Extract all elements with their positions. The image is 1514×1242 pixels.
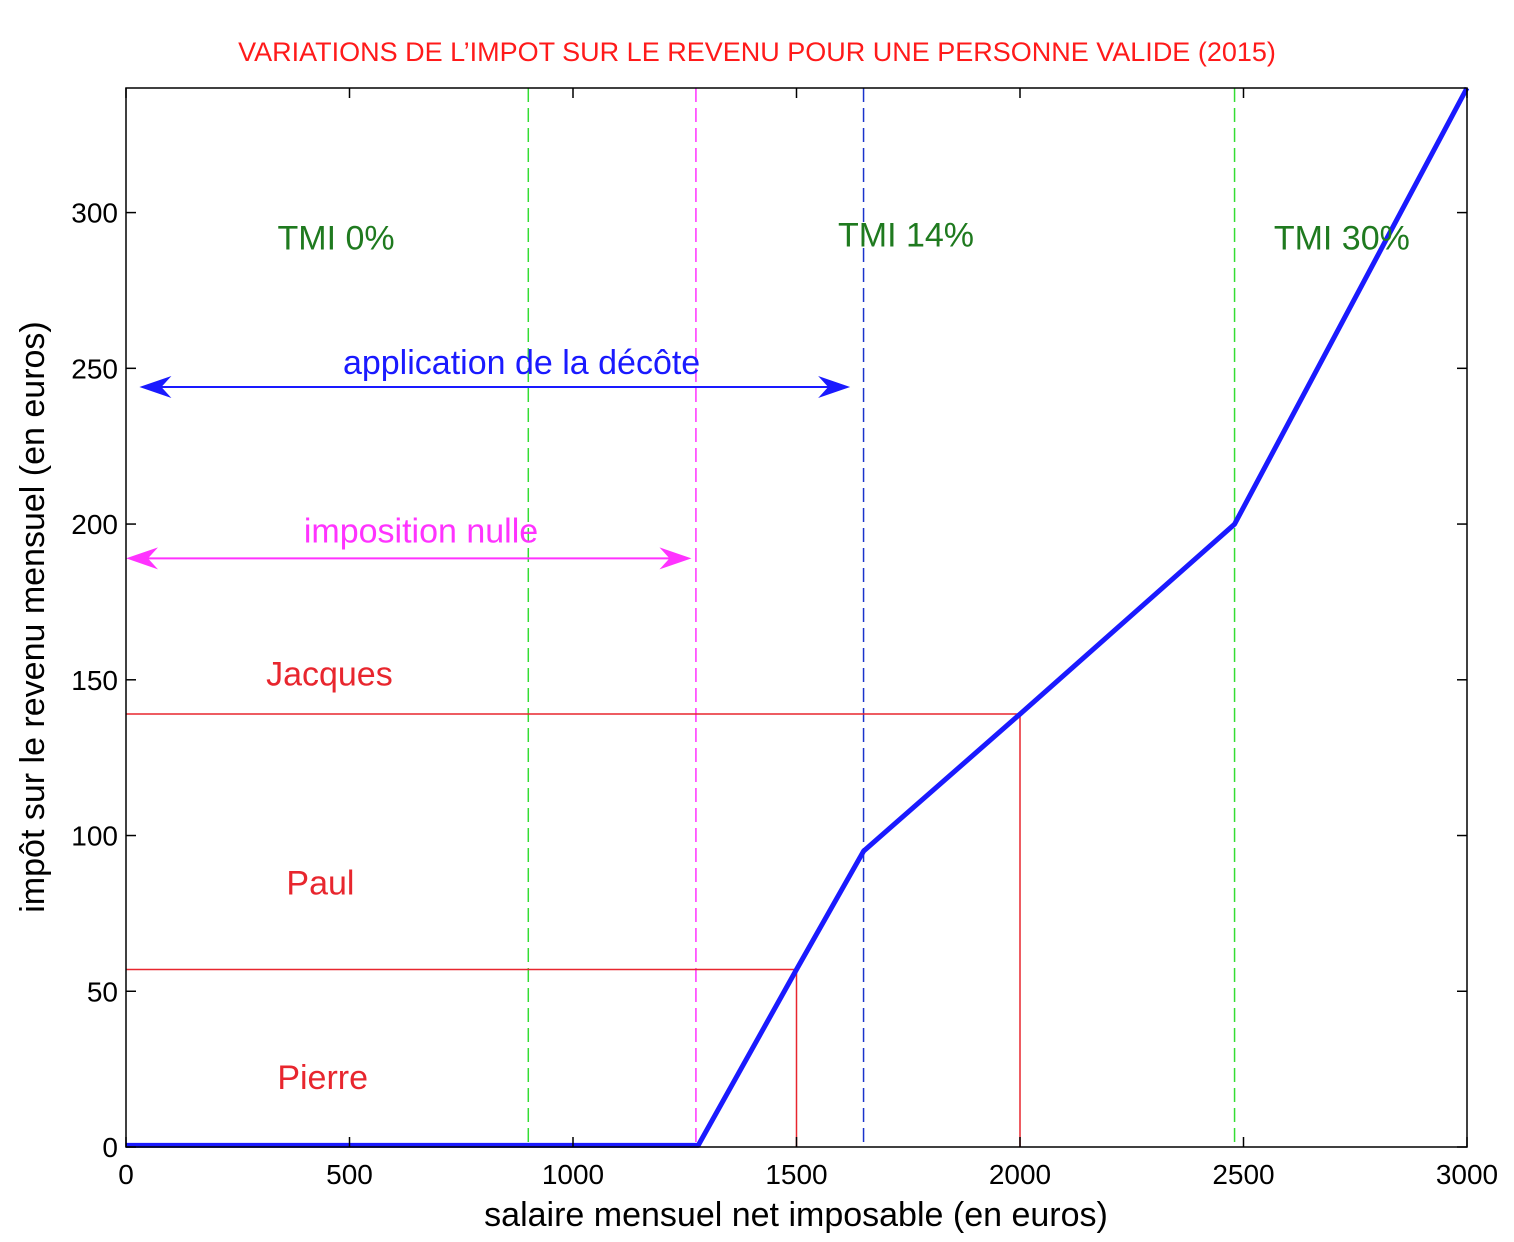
annotation-2: TMI 30%	[1274, 220, 1410, 258]
range-arrow-head-left-0	[139, 376, 172, 399]
range-arrow-head-left-1	[126, 547, 158, 570]
annotation-4: Paul	[286, 864, 354, 902]
range-arrow-head-right-1	[659, 547, 692, 570]
range-arrow-head-right-0	[818, 376, 851, 399]
range-label-0: application de la décôte	[343, 344, 700, 382]
y-tick-label: 0	[102, 1132, 118, 1163]
annotation-1: TMI 14%	[838, 216, 974, 254]
y-tick-label: 100	[71, 821, 118, 852]
annotation-3: Jacques	[266, 656, 393, 694]
y-tick-label: 250	[71, 353, 118, 384]
x-tick-label: 0	[118, 1159, 134, 1190]
y-tick-label: 50	[87, 976, 118, 1007]
x-tick-label: 500	[326, 1159, 373, 1190]
x-tick-label: 2000	[989, 1159, 1051, 1190]
x-tick-label: 1500	[765, 1159, 827, 1190]
x-tick-label: 3000	[1436, 1159, 1498, 1190]
annotation-5: Pierre	[277, 1059, 368, 1097]
y-tick-label: 300	[71, 198, 118, 229]
y-tick-label: 150	[71, 665, 118, 696]
range-label-1: imposition nulle	[304, 512, 538, 550]
x-tick-label: 2500	[1212, 1159, 1274, 1190]
x-axis-label: salaire mensuel net imposable (en euros)	[484, 1196, 1108, 1234]
chart-title: VARIATIONS DE L’IMPOT SUR LE REVENU POUR…	[238, 37, 1276, 67]
y-tick-label: 200	[71, 509, 118, 540]
x-tick-label: 1000	[542, 1159, 604, 1190]
y-axis-label: impôt sur le revenu mensuel (en euros)	[14, 321, 52, 913]
annotation-0: TMI 0%	[278, 220, 395, 258]
